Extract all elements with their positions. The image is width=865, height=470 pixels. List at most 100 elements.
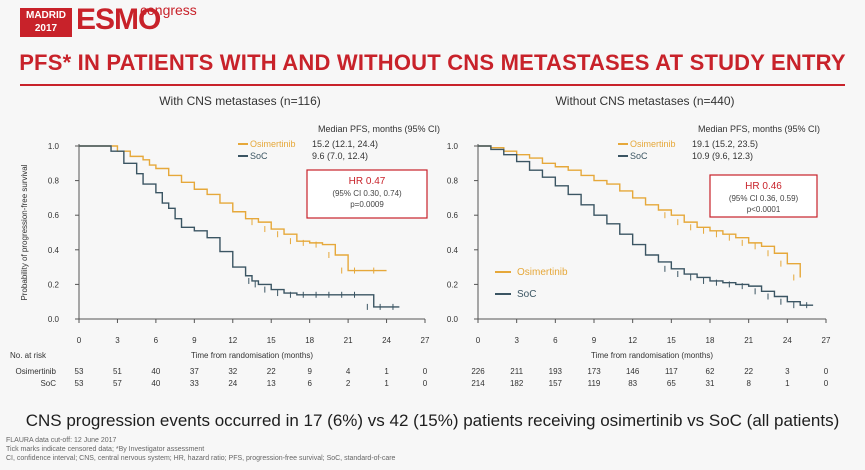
no-cns-x-tick-label: 27 bbox=[822, 336, 831, 345]
no-cns-risk-osimertinib-value: 146 bbox=[626, 367, 640, 376]
no-cns-lower-legend-label-osimertinib: Osimertinib bbox=[517, 267, 568, 278]
cns-x-tick-label: 24 bbox=[382, 336, 391, 345]
footnote-abbreviations: CI, confidence interval; CNS, central ne… bbox=[6, 455, 396, 462]
no-cns-osimertinib-curve bbox=[478, 145, 801, 278]
cns-risk-osimertinib-value: 40 bbox=[151, 367, 160, 376]
cns-x-tick-label: 0 bbox=[77, 336, 82, 345]
no-cns-x-tick-label: 15 bbox=[667, 336, 676, 345]
cns-legend-header: Median PFS, months (95% CI) bbox=[318, 124, 440, 134]
cns-x-tick-label: 21 bbox=[344, 336, 353, 345]
no-cns-risk-soc-value: 157 bbox=[549, 379, 563, 388]
risk-table-header: No. at risk bbox=[10, 351, 47, 360]
no-cns-panel-title: Without CNS metastases (n=440) bbox=[555, 94, 734, 108]
cns-legend-median-osimertinib: 15.2 (12.1, 24.4) bbox=[312, 139, 378, 149]
no-cns-x-tick-label: 3 bbox=[514, 336, 519, 345]
no-cns-risk-soc-value: 31 bbox=[706, 379, 715, 388]
no-cns-y-tick-label: 0.2 bbox=[447, 280, 459, 289]
cns-y-tick-label: 0.4 bbox=[48, 246, 60, 255]
no-cns-risk-soc-value: 0 bbox=[824, 379, 829, 388]
cns-y-axis-label: Probability of progression-free survival bbox=[20, 164, 29, 300]
no-cns-risk-osimertinib-value: 0 bbox=[824, 367, 829, 376]
no-cns-risk-soc-value: 8 bbox=[746, 379, 751, 388]
cns-x-tick-label: 6 bbox=[154, 336, 159, 345]
no-cns-x-tick-label: 18 bbox=[706, 336, 715, 345]
no-cns-risk-osimertinib-value: 22 bbox=[744, 367, 753, 376]
no-cns-risk-osimertinib-value: 62 bbox=[706, 367, 715, 376]
cns-progression-statement: CNS progression events occurred in 17 (6… bbox=[25, 411, 840, 430]
logo-city: MADRID bbox=[26, 10, 66, 21]
cns-risk-osimertinib-value: 51 bbox=[113, 367, 122, 376]
logo-congress: congress bbox=[140, 2, 197, 18]
cns-soc-curve bbox=[79, 145, 400, 308]
cns-x-tick-label: 9 bbox=[192, 336, 197, 345]
cns-risk-osimertinib-value: 9 bbox=[307, 367, 312, 376]
no-cns-hr-ci: (95% CI 0.36, 0.59) bbox=[729, 194, 799, 203]
cns-x-tick-label: 27 bbox=[421, 336, 430, 345]
cns-y-tick-label: 0.6 bbox=[48, 211, 60, 220]
cns-risk-osimertinib-value: 0 bbox=[423, 367, 428, 376]
no-cns-risk-osimertinib-value: 173 bbox=[587, 367, 601, 376]
cns-y-tick-label: 0.0 bbox=[48, 315, 60, 324]
no-cns-x-tick-label: 12 bbox=[628, 336, 637, 345]
no-cns-risk-soc-value: 119 bbox=[588, 379, 601, 388]
no-cns-legend-median-osimertinib: 19.1 (15.2, 23.5) bbox=[692, 139, 758, 149]
footnote-tick-marks: Tick marks indicate censored data; *By I… bbox=[6, 446, 205, 453]
cns-risk-soc-value: 6 bbox=[307, 379, 312, 388]
esmo-logo: ESMO bbox=[76, 3, 161, 36]
cns-y-tick-label: 1.0 bbox=[48, 142, 60, 151]
cns-risk-osimertinib-value: 32 bbox=[228, 367, 237, 376]
cns-panel-title: With CNS metastases (n=116) bbox=[159, 94, 321, 108]
cns-risk-osimertinib-value: 1 bbox=[384, 367, 389, 376]
no-cns-x-tick-label: 24 bbox=[783, 336, 792, 345]
no-cns-risk-soc-value: 65 bbox=[667, 379, 676, 388]
cns-x-tick-label: 12 bbox=[228, 336, 237, 345]
no-cns-risk-soc-value: 182 bbox=[510, 379, 524, 388]
risk-row-label-soc: SoC bbox=[40, 379, 56, 388]
no-cns-risk-soc-value: 214 bbox=[471, 379, 485, 388]
cns-hr-box bbox=[306, 169, 428, 219]
no-cns-hr-box bbox=[709, 174, 818, 218]
cns-risk-soc-value: 53 bbox=[75, 379, 84, 388]
no-cns-y-tick-label: 0.8 bbox=[447, 177, 459, 186]
cns-risk-soc-value: 1 bbox=[384, 379, 389, 388]
no-cns-legend-name-osimertinib: Osimertinib bbox=[630, 139, 676, 149]
no-cns-risk-osimertinib-value: 3 bbox=[785, 367, 790, 376]
cns-x-tick-label: 3 bbox=[115, 336, 120, 345]
no-cns-risk-osimertinib-value: 193 bbox=[549, 367, 563, 376]
no-cns-x-axis-label: Time from randomisation (months) bbox=[591, 351, 713, 360]
no-cns-soc-curve bbox=[478, 145, 814, 306]
cns-legend-median-soc: 9.6 (7.0, 12.4) bbox=[312, 151, 368, 161]
cns-risk-soc-value: 40 bbox=[151, 379, 160, 388]
no-cns-risk-osimertinib-value: 211 bbox=[510, 367, 523, 376]
cns-osimertinib-curve bbox=[79, 145, 387, 272]
logo-year: 2017 bbox=[34, 23, 58, 34]
title-divider bbox=[20, 84, 845, 86]
cns-x-axis-label: Time from randomisation (months) bbox=[191, 351, 313, 360]
no-cns-x-tick-label: 6 bbox=[553, 336, 558, 345]
cns-y-tick-label: 0.8 bbox=[48, 177, 60, 186]
cns-y-tick-label: 0.2 bbox=[48, 280, 60, 289]
no-cns-legend-header: Median PFS, months (95% CI) bbox=[698, 124, 820, 134]
cns-risk-osimertinib-value: 53 bbox=[75, 367, 84, 376]
no-cns-risk-soc-value: 1 bbox=[785, 379, 790, 388]
cns-hr-ci: (95% CI 0.30, 0.74) bbox=[332, 189, 402, 198]
no-cns-y-tick-label: 0.0 bbox=[447, 315, 459, 324]
cns-risk-soc-value: 0 bbox=[423, 379, 428, 388]
cns-legend-name-osimertinib: Osimertinib bbox=[250, 139, 296, 149]
no-cns-risk-osimertinib-value: 226 bbox=[471, 367, 485, 376]
no-cns-hr-p-value: p<0.0001 bbox=[747, 205, 781, 214]
no-cns-lower-legend-label-soc: SoC bbox=[517, 289, 536, 300]
no-cns-x-tick-label: 21 bbox=[744, 336, 753, 345]
risk-row-label-osimertinib: Osimertinib bbox=[16, 367, 57, 376]
footnote-data-cutoff: FLAURA data cut-off: 12 June 2017 bbox=[6, 437, 117, 444]
cns-risk-soc-value: 13 bbox=[267, 379, 276, 388]
cns-risk-soc-value: 24 bbox=[228, 379, 237, 388]
slide-title: PFS* IN PATIENTS WITH AND WITHOUT CNS ME… bbox=[19, 50, 846, 75]
cns-risk-osimertinib-value: 4 bbox=[346, 367, 351, 376]
no-cns-legend-name-soc: SoC bbox=[630, 151, 648, 161]
no-cns-hr-value: HR 0.46 bbox=[745, 181, 782, 192]
no-cns-risk-soc-value: 83 bbox=[628, 379, 637, 388]
no-cns-legend-median-soc: 10.9 (9.6, 12.3) bbox=[692, 151, 753, 161]
